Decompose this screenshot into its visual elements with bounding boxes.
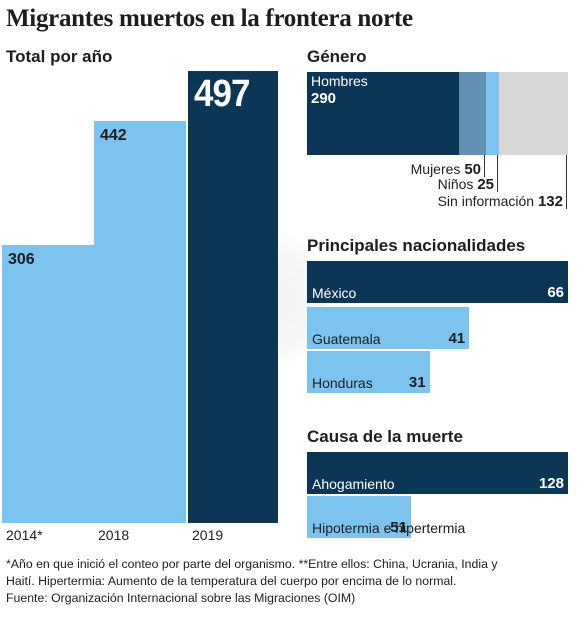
callout-line [497, 155, 498, 192]
total-heading: Total por año [6, 47, 113, 66]
nationality-bar-value: 31 [408, 374, 426, 391]
year-bar-value: 442 [100, 127, 127, 145]
gender-segment-value: 290 [311, 90, 337, 107]
year-bar-value: 306 [8, 250, 35, 268]
callout-line [484, 155, 485, 177]
footnote-line-1: *Año en que inició el conteo por parte d… [6, 557, 498, 571]
footnote-line-2: Haití. Hipertermia: Aumento de la temper… [6, 574, 457, 588]
cause-bar-value: 128 [538, 475, 564, 492]
year-label: 2014* [6, 527, 43, 543]
nationality-bar: México 66 [307, 261, 568, 303]
cause-bar: Hipotermia e hipertermia 51 [307, 496, 465, 538]
gender-segment-label: Hombres [311, 73, 368, 89]
year-label: 2019 [192, 527, 224, 543]
gender-callout-label: Niños [437, 176, 478, 192]
year-label: 2018 [98, 527, 130, 543]
gender-callout-value: 25 [477, 176, 494, 193]
gender-callout-label: Sin información [437, 193, 538, 209]
page-title: Migrantes muertos en la frontera norte [6, 5, 413, 32]
gender-segment [485, 72, 499, 155]
gender-callout-value: 50 [464, 161, 481, 178]
footnote: *Año en que inició el conteo por parte d… [6, 556, 581, 607]
nationality-bar: Guatemala 41 [307, 307, 470, 349]
footnote-line-3: Fuente: Organización Internacional sobre… [6, 591, 356, 605]
gender-callout: Sin información 132 [438, 193, 563, 210]
callout-line [566, 155, 567, 209]
nationality-bar-label: Honduras [312, 375, 373, 391]
gender-callout-label: Mujeres [410, 161, 465, 177]
nationality-bar-value: 66 [547, 284, 564, 301]
year-bar: 306 [2, 244, 94, 523]
nationality-bar-label: México [312, 285, 357, 301]
nationality-bar-value: 41 [448, 330, 466, 347]
gender-segment [498, 72, 568, 155]
gender-callout: Mujeres 50 [411, 161, 481, 178]
nationality-bar-label: Guatemala [312, 331, 381, 347]
nationality-heading: Principales nacionalidades [307, 236, 526, 255]
cause-bar-label: Ahogamiento [312, 476, 395, 492]
gender-heading: Género [307, 47, 367, 66]
year-bar: 497 [188, 71, 278, 523]
year-bar-value: 497 [194, 73, 250, 115]
cause-bar: Ahogamiento 128 [307, 452, 568, 494]
gender-callout: Niños 25 [438, 176, 494, 193]
year-bar: 442 [94, 121, 186, 523]
gender-segment [459, 72, 486, 155]
cause-bar-value: 51 [390, 519, 407, 536]
nationality-bar: Honduras 31 [307, 351, 430, 393]
gender-callout-value: 132 [537, 193, 563, 210]
cause-heading: Causa de la muerte [307, 427, 463, 446]
cause-bar-label: Hipotermia e hipertermia [312, 520, 466, 536]
gender-segment: Hombres 290 [307, 72, 460, 155]
